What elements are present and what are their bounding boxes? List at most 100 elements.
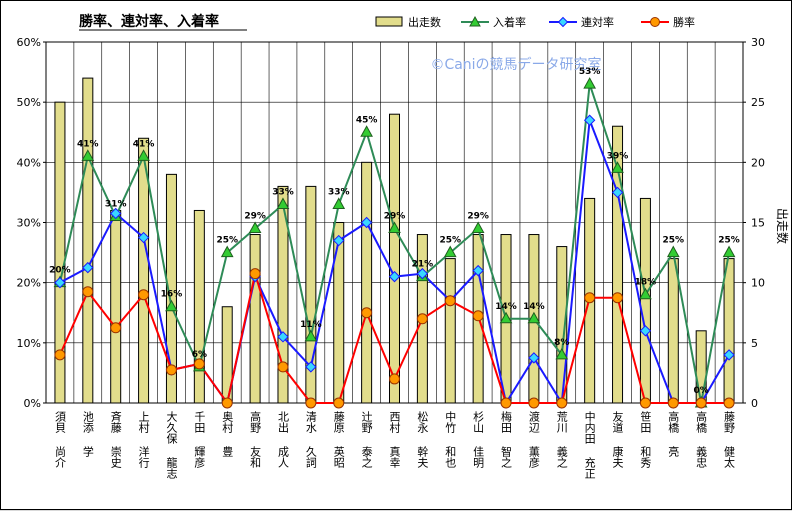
x-tick-label: 荒川 義之	[555, 411, 568, 468]
data-label: 29%	[384, 212, 406, 222]
y-left-tick-label: 20%	[17, 277, 41, 290]
bar-13	[389, 113, 400, 404]
marker-連対率	[388, 270, 401, 283]
marker-連対率	[360, 216, 373, 229]
marker-連対率	[416, 267, 429, 280]
marker-勝率	[305, 397, 317, 409]
y-right-tick-label: 25	[751, 96, 765, 109]
x-tick-label: 藤原 英昭	[332, 411, 345, 469]
y-left-tick-label: 10%	[17, 337, 41, 350]
data-label: 20%	[49, 266, 71, 276]
marker-入着率	[137, 149, 150, 161]
x-tick-label: 高橋 義忠	[695, 410, 708, 468]
bar-6	[193, 209, 205, 404]
y-left-tick-label: 30%	[17, 217, 41, 230]
legend-label-勝率: 勝率	[673, 15, 695, 29]
x-tick-label: 笹田 和秀	[639, 411, 652, 468]
data-label: 25%	[718, 236, 740, 246]
x-tick-label: 千田 輝彦	[193, 411, 206, 469]
x-tick-label: 松永 幹夫	[416, 410, 429, 469]
y-right-axis-label: 出走数	[775, 208, 790, 244]
y-right-tick-label: 20	[751, 156, 765, 169]
legend-swatch-出走数	[375, 16, 403, 27]
data-label: 21%	[412, 260, 434, 270]
data-label: 33%	[328, 187, 350, 197]
marker-入着率	[81, 149, 95, 161]
marker-連対率	[333, 234, 345, 247]
y-left-tick-label: 0%	[24, 397, 41, 410]
marker-連対率	[109, 207, 122, 220]
marker-連対率	[639, 325, 652, 337]
data-label: 6%	[192, 350, 207, 360]
marker-入着率	[666, 245, 680, 258]
marker-勝率	[361, 307, 373, 319]
legend-label-連対率: 連対率	[581, 15, 614, 29]
x-tick-label: 藤野 健太	[723, 411, 736, 469]
marker-勝率	[584, 292, 596, 304]
marker-勝率	[82, 286, 94, 298]
watermark-text: ©Caniの競馬データ研究室	[430, 56, 601, 73]
bar-12	[361, 161, 373, 404]
marker-勝率	[277, 361, 289, 373]
legend-marker-連対率	[557, 16, 569, 28]
marker-連対率	[305, 361, 317, 373]
bar-3	[110, 209, 122, 404]
x-tick-label: 北出 成人	[276, 411, 289, 468]
marker-入着率	[360, 125, 373, 137]
y-left-tick-label: 40%	[17, 156, 41, 169]
marker-入着率	[165, 299, 178, 312]
y-right-tick-label: 15	[751, 217, 765, 230]
marker-入着率	[499, 311, 513, 324]
marker-入着率	[248, 221, 262, 234]
x-tick-label: 清水 久詞	[304, 411, 317, 468]
data-label: 18%	[635, 278, 657, 288]
x-tick-label: 上村 洋行	[137, 411, 150, 469]
marker-入着率	[443, 245, 457, 258]
marker-連対率	[277, 331, 289, 343]
marker-連対率	[82, 261, 94, 274]
x-tick-label: 高野 友和	[249, 410, 262, 469]
marker-勝率	[165, 364, 177, 376]
bar-15	[444, 258, 456, 404]
data-label: 11%	[300, 320, 322, 330]
x-tick-label: 西村 真幸	[388, 411, 401, 469]
marker-連対率	[611, 186, 624, 199]
marker-入着率	[527, 311, 541, 324]
marker-勝率	[416, 313, 428, 325]
bar-4	[138, 137, 150, 404]
marker-勝率	[54, 349, 66, 361]
marker-入着率	[555, 347, 569, 360]
marker-勝率	[110, 322, 122, 334]
bar-5	[165, 173, 177, 404]
marker-勝率	[500, 397, 512, 409]
marker-連対率	[54, 276, 66, 289]
marker-入着率	[722, 245, 736, 258]
marker-勝率	[221, 397, 233, 409]
marker-勝率	[444, 295, 456, 307]
marker-勝率	[138, 289, 150, 301]
x-tick-label: 斉藤 崇史	[109, 410, 122, 469]
marker-連対率	[472, 264, 484, 277]
marker-勝率	[389, 373, 400, 385]
data-label: 25%	[663, 236, 685, 246]
bar-21	[612, 125, 624, 404]
x-tick-label: 渡辺 薫彦	[527, 410, 540, 469]
x-tick-label: 杉山 佳明	[472, 410, 485, 469]
bar-2	[82, 77, 94, 404]
marker-勝率	[667, 397, 679, 409]
marker-入着率	[276, 197, 290, 209]
data-label: 29%	[467, 212, 489, 222]
data-label: 25%	[439, 236, 461, 246]
x-tick-label: 奥村 豊	[221, 410, 234, 457]
data-label: 16%	[161, 290, 183, 300]
marker-勝率	[333, 397, 345, 409]
data-label: 14%	[523, 302, 545, 312]
bar-11	[333, 222, 345, 404]
data-label: 45%	[356, 115, 378, 125]
marker-勝率	[556, 397, 568, 409]
data-label: 8%	[554, 338, 569, 348]
bar-23	[667, 258, 679, 404]
data-label: 41%	[133, 139, 155, 149]
y-right-tick-label: 0	[751, 397, 758, 410]
